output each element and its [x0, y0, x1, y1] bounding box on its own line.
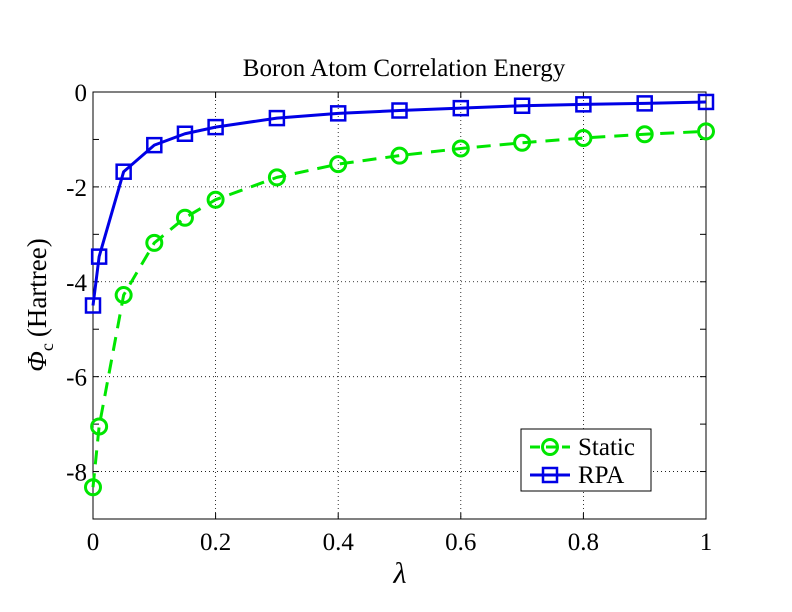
series-line-rpa: [91, 100, 707, 306]
data-point-static: [390, 146, 409, 165]
legend-label-static: Static: [578, 434, 635, 461]
y-tick-label: -2: [66, 175, 87, 202]
data-point-static: [513, 133, 532, 152]
data-point-rpa: [115, 163, 132, 180]
series-rpa: [84, 93, 715, 314]
data-point-rpa: [207, 118, 224, 136]
data-point-static: [574, 129, 593, 148]
series-line-static: [91, 129, 707, 488]
series-layer: [84, 93, 715, 497]
data-point-rpa: [575, 96, 592, 113]
data-point-static: [329, 155, 348, 174]
data-point-rpa: [146, 136, 163, 154]
x-tick-label: 0.6: [445, 529, 476, 556]
data-point-rpa: [329, 105, 347, 122]
data-point-rpa: [90, 248, 108, 265]
x-axis-label: λ: [393, 557, 407, 590]
y-tick-label: -4: [66, 270, 87, 297]
legend-label-rpa: RPA: [578, 462, 624, 489]
y-axis-label-symbol: Φ: [22, 351, 52, 372]
x-tick-label: 0.8: [568, 529, 599, 556]
data-point-rpa: [636, 95, 653, 112]
legend-marker-rpa: [541, 466, 559, 484]
data-point-static: [267, 168, 286, 187]
y-axis-label-unit: (Hartree): [22, 238, 52, 337]
data-point-rpa: [452, 99, 470, 117]
y-axis-label: Φc (Hartree): [22, 238, 57, 371]
data-point-rpa: [391, 102, 408, 119]
data-point-rpa: [697, 93, 715, 111]
x-tick-label: 0.4: [323, 529, 355, 556]
legend-item-static: Static: [530, 434, 635, 461]
data-point-static: [206, 190, 225, 209]
legend-marker-static: [541, 438, 559, 456]
data-point-rpa: [513, 97, 531, 115]
series-static: [84, 122, 715, 497]
data-point-rpa: [268, 109, 286, 127]
data-point-rpa: [84, 297, 102, 314]
legend-item-rpa: RPA: [530, 462, 624, 489]
data-point-rpa: [176, 125, 194, 143]
data-point-static: [114, 286, 133, 305]
x-tick-label: 0.2: [200, 529, 231, 556]
y-tick-label: -6: [66, 365, 87, 392]
data-point-static: [175, 208, 194, 227]
y-axis-label-subscript: c: [37, 343, 57, 351]
svg-text:Φc(Hartree): Φc (Hartree): [22, 238, 57, 371]
chart-title: Boron Atom Correlation Energy: [243, 55, 566, 82]
tick-labels: 0 0.2 0.4 0.6 0.8 1 0 -2 -4 -6 -8: [66, 80, 712, 556]
data-point-static: [84, 478, 102, 497]
data-point-static: [145, 233, 164, 252]
x-tick-label: 0: [87, 529, 100, 556]
data-point-static: [90, 417, 109, 436]
data-point-static: [451, 139, 470, 158]
y-tick-label: -8: [66, 460, 87, 487]
x-tick-label: 1: [700, 529, 713, 556]
y-tick-label: 0: [75, 80, 88, 107]
data-point-static: [697, 122, 715, 141]
data-point-static: [635, 125, 654, 144]
